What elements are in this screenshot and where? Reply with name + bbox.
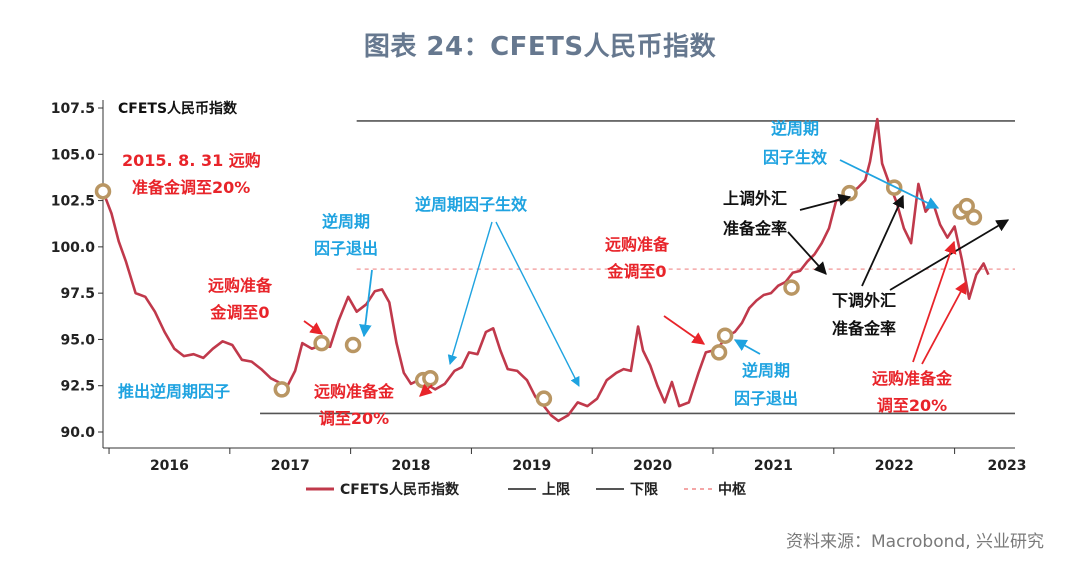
arrow-9	[839, 159, 940, 209]
arrow-7	[663, 315, 706, 345]
annotation-9: 逆周期因子生效	[763, 119, 827, 167]
event-marker	[965, 208, 983, 226]
annotation-7: 远购准备金调至0	[605, 235, 670, 281]
event-markers-layer	[94, 179, 983, 407]
legend: CFETS人民币指数 上限 下限 中枢	[306, 481, 746, 498]
annotation-8: 逆周期因子退出	[734, 361, 798, 408]
event-marker	[344, 336, 362, 354]
arrow-10b	[787, 231, 827, 275]
y-tick-label: 102.5	[51, 194, 95, 210]
legend-label-mid: 中枢	[718, 481, 746, 498]
event-marker	[710, 344, 728, 361]
x-tick-label: 2020	[633, 458, 672, 474]
annotation-4: 推出逆周期因子	[118, 382, 230, 401]
arrow-10a	[799, 193, 852, 211]
event-marker	[958, 197, 975, 215]
arrow-12a	[912, 240, 957, 363]
event-marker	[783, 279, 800, 296]
figure-title: 图表 24：CFETS人民币指数	[363, 32, 717, 62]
legend-label-index: CFETS人民币指数	[340, 481, 460, 498]
axes-layer: 107.5 105.0 102.5 100.0 97.5 95.0 92.5 90.0 2016…	[51, 100, 1027, 474]
x-tick-label: 2022	[875, 458, 914, 474]
event-marker	[313, 334, 330, 352]
y-tick-label: 100.0	[51, 240, 96, 256]
annotation-2: 逆周期因子退出	[314, 212, 378, 258]
arrow-2	[359, 269, 373, 338]
cfets-index-line	[101, 117, 990, 423]
y-tick-label: 92.5	[60, 379, 95, 395]
y-tick-label: 95.0	[60, 332, 95, 348]
annotation-1: 2015. 8. 31 远购准备金调至20%	[122, 151, 261, 197]
arrow-12b	[921, 280, 967, 365]
x-tick-label: 2016	[150, 458, 189, 474]
annotation-12: 远购准备金调至20%	[872, 369, 953, 415]
arrow-8	[733, 339, 761, 355]
legend-label-lower: 下限	[630, 482, 658, 498]
x-tick-label: 2023	[988, 458, 1027, 474]
y-tick-label: 107.5	[51, 101, 95, 117]
event-marker	[535, 390, 553, 407]
event-marker	[273, 381, 291, 398]
y-tick-label: 90.0	[60, 425, 95, 441]
annotation-arrows	[303, 159, 1010, 397]
annotation-texts: 2015. 8. 31 远购准备金调至20% 逆周期因子退出 远购准备金调至0 …	[118, 119, 953, 428]
source-note: 资料来源：Macrobond, 兴业研究	[785, 532, 1044, 552]
arrow-6b	[495, 221, 580, 387]
index-series-layer	[101, 117, 990, 423]
event-marker	[716, 327, 734, 344]
y-tick-label: 105.0	[51, 147, 96, 163]
band-lines-layer	[260, 120, 1015, 415]
arrow-3	[303, 320, 324, 335]
event-marker	[885, 179, 903, 196]
annotation-3: 远购准备金调至0	[208, 276, 273, 322]
arrow-6a	[447, 221, 493, 365]
chart-inner-title: CFETS人民币指数	[118, 100, 238, 117]
annotation-5: 远购准备金调至20%	[314, 382, 395, 428]
event-marker	[422, 370, 439, 387]
legend-label-upper: 上限	[542, 482, 570, 498]
annotation-6: 逆周期因子生效	[415, 195, 527, 214]
x-tick-label: 2021	[754, 458, 793, 474]
arrow-11a	[861, 194, 905, 287]
x-tick-label: 2019	[512, 458, 551, 474]
annotation-11: 下调外汇准备金率	[832, 291, 896, 338]
y-tick-label: 97.5	[60, 286, 95, 302]
event-marker	[94, 183, 112, 200]
annotation-10: 上调外汇准备金率	[723, 189, 787, 238]
x-tick-label: 2017	[271, 458, 310, 474]
arrow-5	[419, 383, 433, 397]
x-tick-label: 2018	[392, 458, 431, 474]
